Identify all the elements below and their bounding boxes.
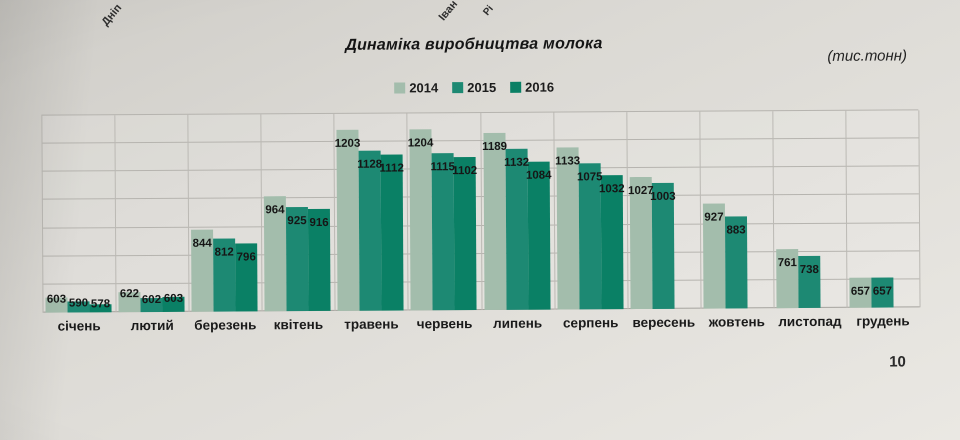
cropped-region-label-mid: Іван	[436, 0, 461, 24]
value-label-2016-лютий: 603	[163, 292, 184, 305]
value-label-2015-листопад: 738	[799, 263, 819, 277]
value-label-2014-травень: 1203	[334, 137, 361, 150]
x-axis-label-листопад: листопад	[778, 313, 842, 330]
bar-2014-червень	[409, 129, 433, 311]
value-label-2015-серпень: 1075	[576, 171, 603, 184]
x-axis-label-серпень: серпень	[562, 315, 619, 331]
value-label-2014-жовтень: 927	[704, 211, 724, 224]
value-label-2014-червень: 1204	[407, 137, 434, 150]
v-gridline	[699, 111, 702, 309]
value-label-2016-червень: 1102	[452, 165, 478, 178]
legend-label-2015: 2015	[467, 79, 497, 96]
v-gridline	[114, 115, 117, 313]
x-axis-label-січень: січень	[57, 318, 101, 334]
x-axis-label-березень: березень	[194, 317, 257, 333]
x-axis-label-грудень: грудень	[856, 313, 910, 329]
bar-2016-травень	[380, 154, 404, 311]
legend-item-2016: 2016	[510, 80, 554, 95]
x-axis: січень лютий березень квітень травень червень…	[43, 313, 920, 333]
value-label-2016-квітень: 916	[309, 216, 329, 230]
v-gridline	[772, 111, 775, 309]
v-gridline	[918, 110, 921, 308]
cropped-region-label-right: Рі	[481, 3, 496, 18]
x-axis-label-лютий: лютий	[130, 317, 174, 334]
value-label-2015-вересень: 1003	[650, 190, 676, 203]
value-label-2016-березень: 796	[236, 251, 256, 264]
x-axis-label-липень: липень	[493, 315, 543, 331]
v-gridline	[41, 115, 44, 313]
legend-swatch-2015	[452, 82, 464, 94]
legend-swatch-2016	[510, 81, 522, 93]
x-axis-label-жовтень: жовтень	[708, 314, 766, 330]
x-axis-label-вересень: вересень	[632, 314, 696, 331]
chart-legend: 2014 2015 2016	[0, 77, 949, 98]
bar-2014-травень	[336, 129, 360, 311]
bar-2016-червень	[453, 157, 477, 311]
page-number: 10	[889, 353, 906, 371]
value-label-2016-травень: 1112	[379, 162, 404, 175]
legend-label-2016: 2016	[525, 79, 555, 95]
value-label-2014-серпень: 1133	[555, 155, 581, 168]
bar-2016-липень	[527, 161, 551, 310]
x-axis-label-квітень: квітень	[273, 316, 324, 333]
legend-item-2015: 2015	[452, 80, 496, 95]
x-axis-label-травень: травень	[344, 316, 399, 332]
plot-area: 603 590 578 622 602 603 844 812 796 964 925 916 1203…	[41, 109, 921, 313]
value-label-2015-грудень: 657	[872, 285, 893, 298]
v-gridline	[626, 112, 629, 310]
v-gridline	[845, 110, 848, 308]
value-label-2015-липень: 1132	[504, 156, 530, 169]
bar-2015-травень	[358, 150, 382, 311]
value-label-2014-липень: 1189	[482, 140, 508, 153]
legend-item-2014: 2014	[394, 80, 438, 95]
units-label: (тис.тонн)	[827, 47, 908, 65]
v-gridline	[187, 114, 190, 312]
value-label-2015-жовтень: 883	[726, 224, 746, 237]
legend-label-2014: 2014	[409, 80, 439, 96]
v-gridline	[553, 112, 556, 310]
cropped-region-label-left: Дніп	[99, 1, 125, 29]
chart-title: Динаміка виробництва молока	[345, 35, 603, 54]
legend-swatch-2014	[394, 82, 406, 94]
value-label-2016-липень: 1084	[525, 169, 552, 182]
x-axis-label-червень: червень	[416, 316, 473, 332]
